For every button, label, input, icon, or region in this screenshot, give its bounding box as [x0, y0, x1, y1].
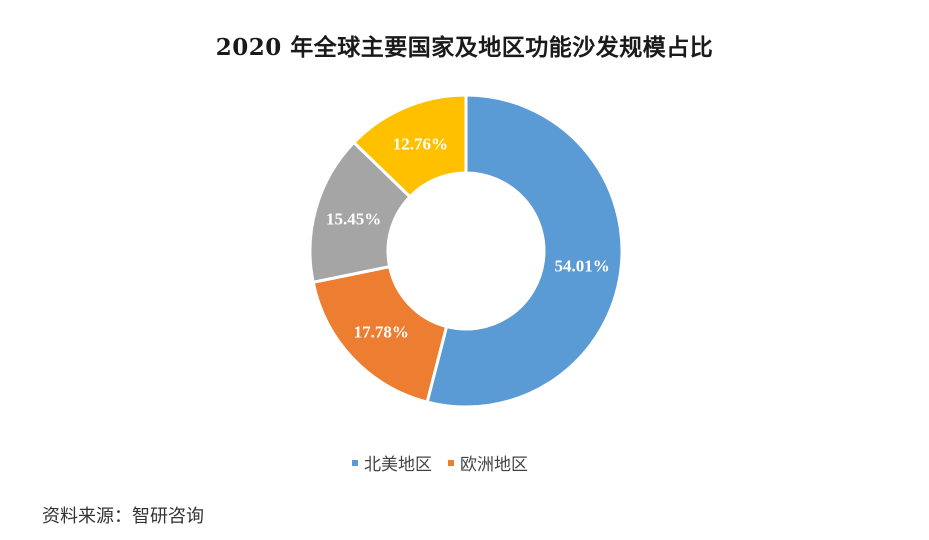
slice-other-yellow [351, 93, 468, 199]
slice-label-europe: 17.78% [354, 323, 409, 342]
slice-europe [311, 264, 449, 404]
legend-swatch-europe [448, 459, 454, 466]
legend-label: 欧洲地区 [460, 455, 528, 475]
slice-label-other-gray: 15.45% [326, 209, 381, 228]
slice-label-other-yellow: 12.76% [393, 134, 448, 153]
legend-label: 北美地区 [364, 455, 432, 475]
legend-swatch-north-america [352, 459, 358, 466]
chart-title: 2020 年全球主要国家及地区功能沙发规模占比 [215, 34, 714, 61]
slice-label-north-america: 54.01% [554, 257, 609, 276]
source-note: 资料来源：智研咨询 [42, 506, 204, 527]
legend: 北美地区 欧洲地区 [352, 450, 528, 475]
slice-north-america [425, 93, 624, 409]
legend-item-north-america: 北美地区 [352, 450, 432, 475]
legend-item-europe: 欧洲地区 [448, 450, 528, 475]
